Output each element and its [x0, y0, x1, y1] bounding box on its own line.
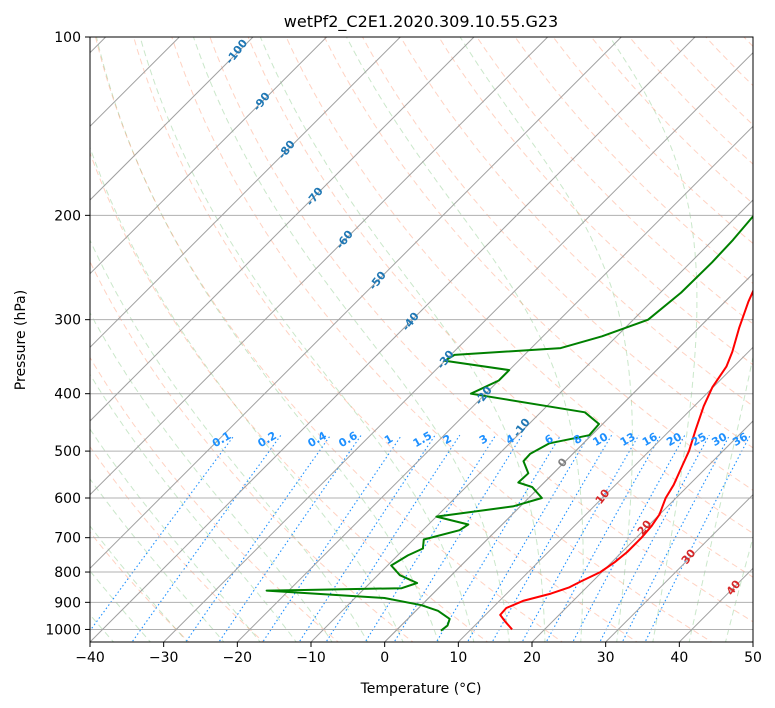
- skewed-isotherms: [90, 37, 753, 642]
- y-tick-label: 100: [54, 30, 81, 46]
- moist-adiabat-line: [90, 478, 225, 642]
- skewed-isotherm: [90, 37, 328, 275]
- dry-adiabat-line: [90, 151, 489, 642]
- x-tick-label: −40: [75, 650, 105, 666]
- skewed-isotherm: [90, 37, 402, 349]
- x-tick-label: 20: [523, 650, 541, 666]
- plot-frame: [89, 36, 754, 643]
- dry-adiabat-line: [90, 260, 414, 642]
- sounding-profiles: [265, 214, 753, 632]
- skewed-isotherm: [604, 493, 753, 642]
- skewed-isotherm: [90, 37, 696, 642]
- moist-adiabat-line: [761, 27, 775, 645]
- y-tick-label: 700: [54, 531, 81, 547]
- x-tick-label: −20: [223, 650, 253, 666]
- dry-adiabat-line: [769, 24, 775, 645]
- pressure-gridlines: [90, 37, 753, 630]
- dry-adiabat-line: [514, 37, 753, 285]
- y-tick-label: 200: [54, 208, 81, 224]
- mixing-ratio-line: [521, 434, 640, 642]
- moist-adiabat-line: [90, 146, 404, 642]
- y-tick-label: 600: [54, 491, 81, 507]
- x-tick-label: −10: [296, 650, 326, 666]
- plot-area: [90, 24, 775, 645]
- y-tick-label: 300: [54, 313, 81, 329]
- x-tick-label: 0: [380, 650, 389, 666]
- skewed-isotherm: [90, 37, 475, 422]
- temperature-profile: [499, 288, 753, 631]
- skewed-isotherm: [531, 420, 753, 642]
- x-tick-label: 10: [449, 650, 467, 666]
- mixing-ratio-line: [491, 434, 613, 642]
- y-tick-label: 800: [54, 565, 81, 581]
- moist-adiabat-line: [90, 428, 261, 642]
- y-tick-label: 1000: [45, 622, 81, 638]
- axes: −40 −30 −20 −10 0 10 20 30 40 50 100 200 300 400 500 60…: [45, 30, 762, 666]
- mixing-ratio-line: [545, 434, 662, 642]
- x-tick-label: 50: [744, 650, 762, 666]
- skewed-isotherm: [457, 346, 753, 642]
- y-axis-title: Pressure (hPa): [13, 290, 29, 390]
- mixing-ratio-line: [262, 434, 403, 642]
- chart-title: wetPf2_C2E1.2020.309.10.55.G23: [284, 12, 558, 32]
- skewed-isotherm: [752, 641, 753, 642]
- skewed-isotherm: [90, 37, 254, 201]
- y-tick-label: 400: [54, 387, 81, 403]
- moist-adiabat-line: [90, 525, 188, 642]
- dry-adiabat-line: [476, 37, 753, 325]
- moist-adiabat-line: [90, 373, 297, 642]
- x-axis-title: Temperature (°C): [360, 681, 482, 697]
- x-tick-label: 40: [670, 650, 688, 666]
- mixing-ratio-line: [599, 434, 710, 642]
- mixing-ratio-line: [218, 434, 362, 642]
- y-tick-label: 900: [54, 595, 81, 611]
- x-tick-label: 30: [597, 650, 615, 666]
- x-tick-label: −30: [149, 650, 179, 666]
- mixing-ratio-line: [298, 434, 436, 642]
- mixing-ratio-line: [621, 434, 731, 642]
- dewpoint-profile: [265, 214, 753, 632]
- skewed-isotherm: [90, 37, 623, 570]
- mixing-ratio-line: [131, 434, 282, 642]
- mixing-ratio-line: [364, 434, 497, 642]
- mixing-ratio-line: [572, 434, 686, 642]
- skewed-isotherm: [90, 37, 549, 496]
- skewed-isotherm: [236, 125, 753, 642]
- skewed-isotherm: [310, 199, 753, 642]
- skewed-isotherm: [162, 51, 753, 642]
- zero-isotherm: [383, 272, 753, 642]
- y-tick-label: 500: [54, 444, 81, 460]
